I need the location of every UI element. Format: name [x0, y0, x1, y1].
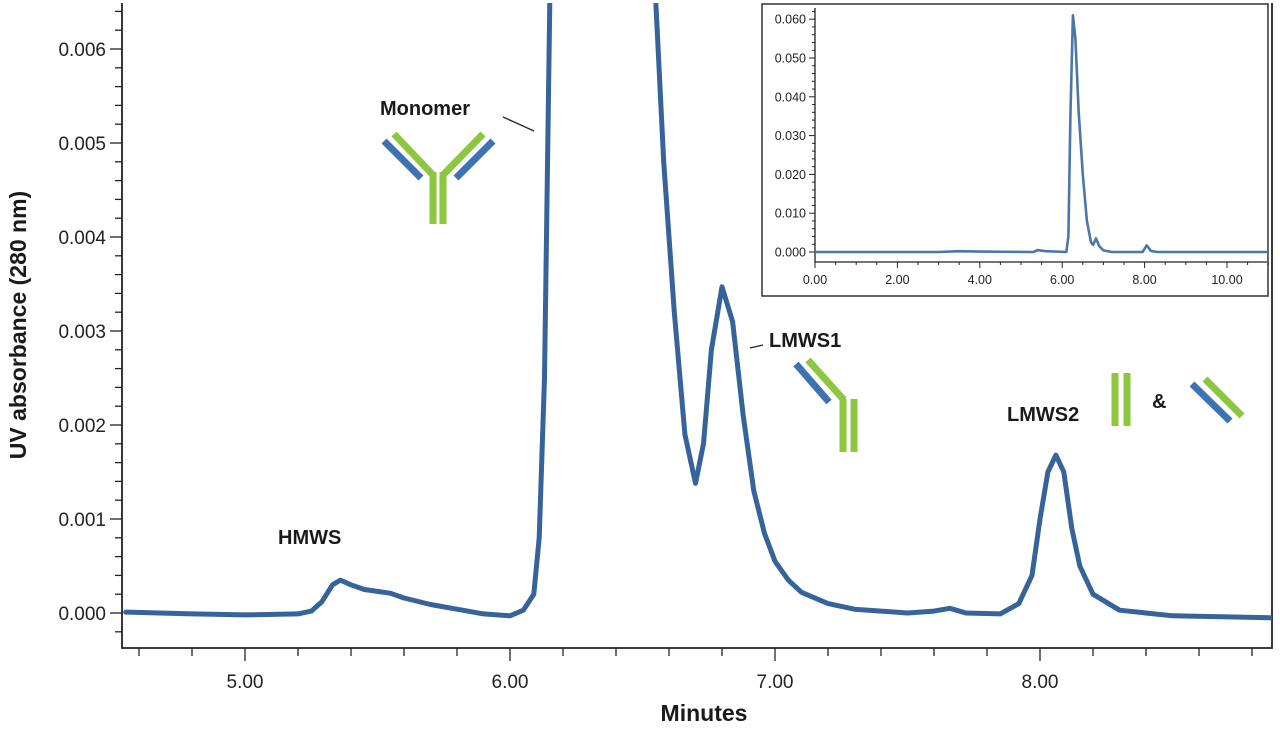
y-axis-title: UV absorbance (280 nm): [5, 191, 31, 459]
lmws1-leader-line: [749, 344, 764, 349]
inset-tick-labels: 0.00 2.00 4.00 6.00 8.00 10.00 0.000 0.010 0.020…: [775, 13, 1243, 287]
inset-x-tick-label: 2.00: [885, 273, 909, 287]
x-tick-label: 7.00: [757, 672, 794, 693]
x-axis-title: Minutes: [661, 700, 748, 726]
inset-x-tick-label: 10.00: [1211, 273, 1242, 287]
inset-y-tick-label: 0.020: [775, 168, 806, 182]
y-tick-label: 0.002: [58, 416, 106, 437]
inset-y-tick-label: 0.060: [775, 13, 806, 27]
y-tick-label: 0.005: [58, 134, 106, 155]
main-tick-labels: 5.00 6.00 7.00 8.00 0.000 0.001 0.002 0.003 0.00…: [58, 40, 1058, 693]
main-axis-lines: [121, 3, 1273, 649]
inset-x-tick-label: 0.00: [803, 273, 827, 287]
annotation-hmws: HMWS: [278, 527, 341, 549]
inset-axes: [809, 8, 1269, 268]
main-chromatogram-line: [123, 3, 1272, 621]
inset-y-tick-label: 0.000: [775, 246, 806, 260]
y-tick-label: 0.001: [58, 510, 106, 531]
x-tick-label: 8.00: [1022, 672, 1059, 693]
y-tick-label: 0.000: [58, 604, 106, 625]
inset-x-tick-label: 6.00: [1050, 273, 1074, 287]
inset-chart: 0.00 2.00 4.00 6.00 8.00 10.00 0.000 0.010 0.020…: [761, 3, 1269, 297]
y-tick-label: 0.004: [58, 228, 106, 249]
annotation-ampersand: &: [1152, 391, 1166, 413]
x-tick-label: 5.00: [227, 672, 264, 693]
inset-y-tick-label: 0.040: [775, 90, 806, 104]
inset-y-tick-label: 0.050: [775, 52, 806, 66]
inset-frame: [761, 3, 1269, 297]
monomer-antibody-icon: [381, 131, 496, 224]
inset-chromatogram-line: [815, 14, 1267, 254]
inset-y-tick-label: 0.030: [775, 129, 806, 143]
x-tick-label: 6.00: [492, 672, 529, 693]
annotation-lmws1: LMWS1: [769, 330, 841, 352]
annotation-monomer: Monomer: [380, 98, 470, 120]
inset-y-tick-label: 0.010: [775, 207, 806, 221]
monomer-leader-line: [502, 116, 535, 132]
y-tick-label: 0.003: [58, 322, 106, 343]
annotation-lmws2: LMWS2: [1007, 404, 1079, 426]
inset-x-tick-label: 8.00: [1132, 273, 1156, 287]
inset-x-tick-label: 4.00: [968, 273, 992, 287]
main-axes: [110, 3, 1273, 661]
y-tick-label: 0.006: [58, 40, 106, 61]
lmws2-fab-fragment-icon: [1189, 376, 1245, 424]
lmws2-fc-fragment-icon: [1111, 373, 1131, 426]
lmws1-half-antibody-icon: [793, 357, 858, 452]
